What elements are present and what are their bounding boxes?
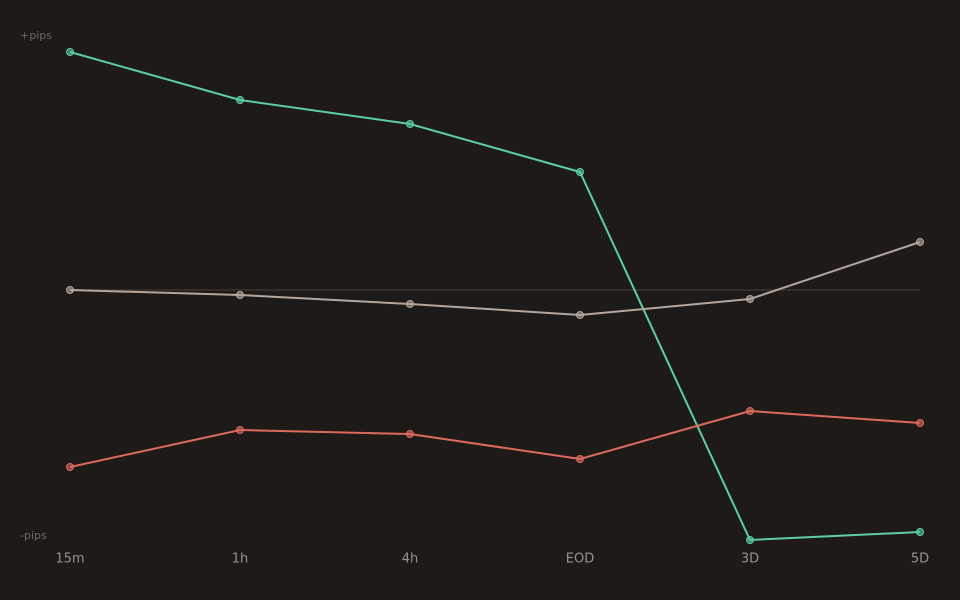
data-point: [236, 426, 244, 434]
series-line: [69, 241, 921, 317]
data-point: [406, 300, 414, 308]
series-line: [69, 409, 921, 468]
series-line: [69, 51, 921, 542]
data-point: [406, 120, 414, 128]
y-tick-label: +pips: [20, 29, 52, 42]
data-point: [406, 430, 414, 438]
x-tick-label: 1h: [232, 552, 249, 567]
x-tick-label: 15m: [55, 552, 84, 567]
x-tick-label: 3D: [741, 552, 759, 567]
data-point: [236, 291, 244, 299]
data-point: [746, 295, 754, 303]
data-point: [916, 419, 924, 427]
data-point: [66, 286, 74, 294]
data-point: [916, 238, 924, 246]
x-tick-label: EOD: [566, 552, 594, 567]
data-point: [236, 96, 244, 104]
data-point: [746, 407, 754, 415]
x-tick-label: 4h: [402, 552, 419, 567]
data-point: [576, 168, 584, 176]
x-tick-label: 5D: [911, 552, 929, 567]
y-tick-label: -pips: [20, 529, 47, 542]
data-point: [576, 455, 584, 463]
data-point: [66, 463, 74, 471]
data-point: [916, 528, 924, 536]
data-point: [576, 311, 584, 319]
data-point: [746, 536, 754, 544]
data-point: [66, 48, 74, 56]
